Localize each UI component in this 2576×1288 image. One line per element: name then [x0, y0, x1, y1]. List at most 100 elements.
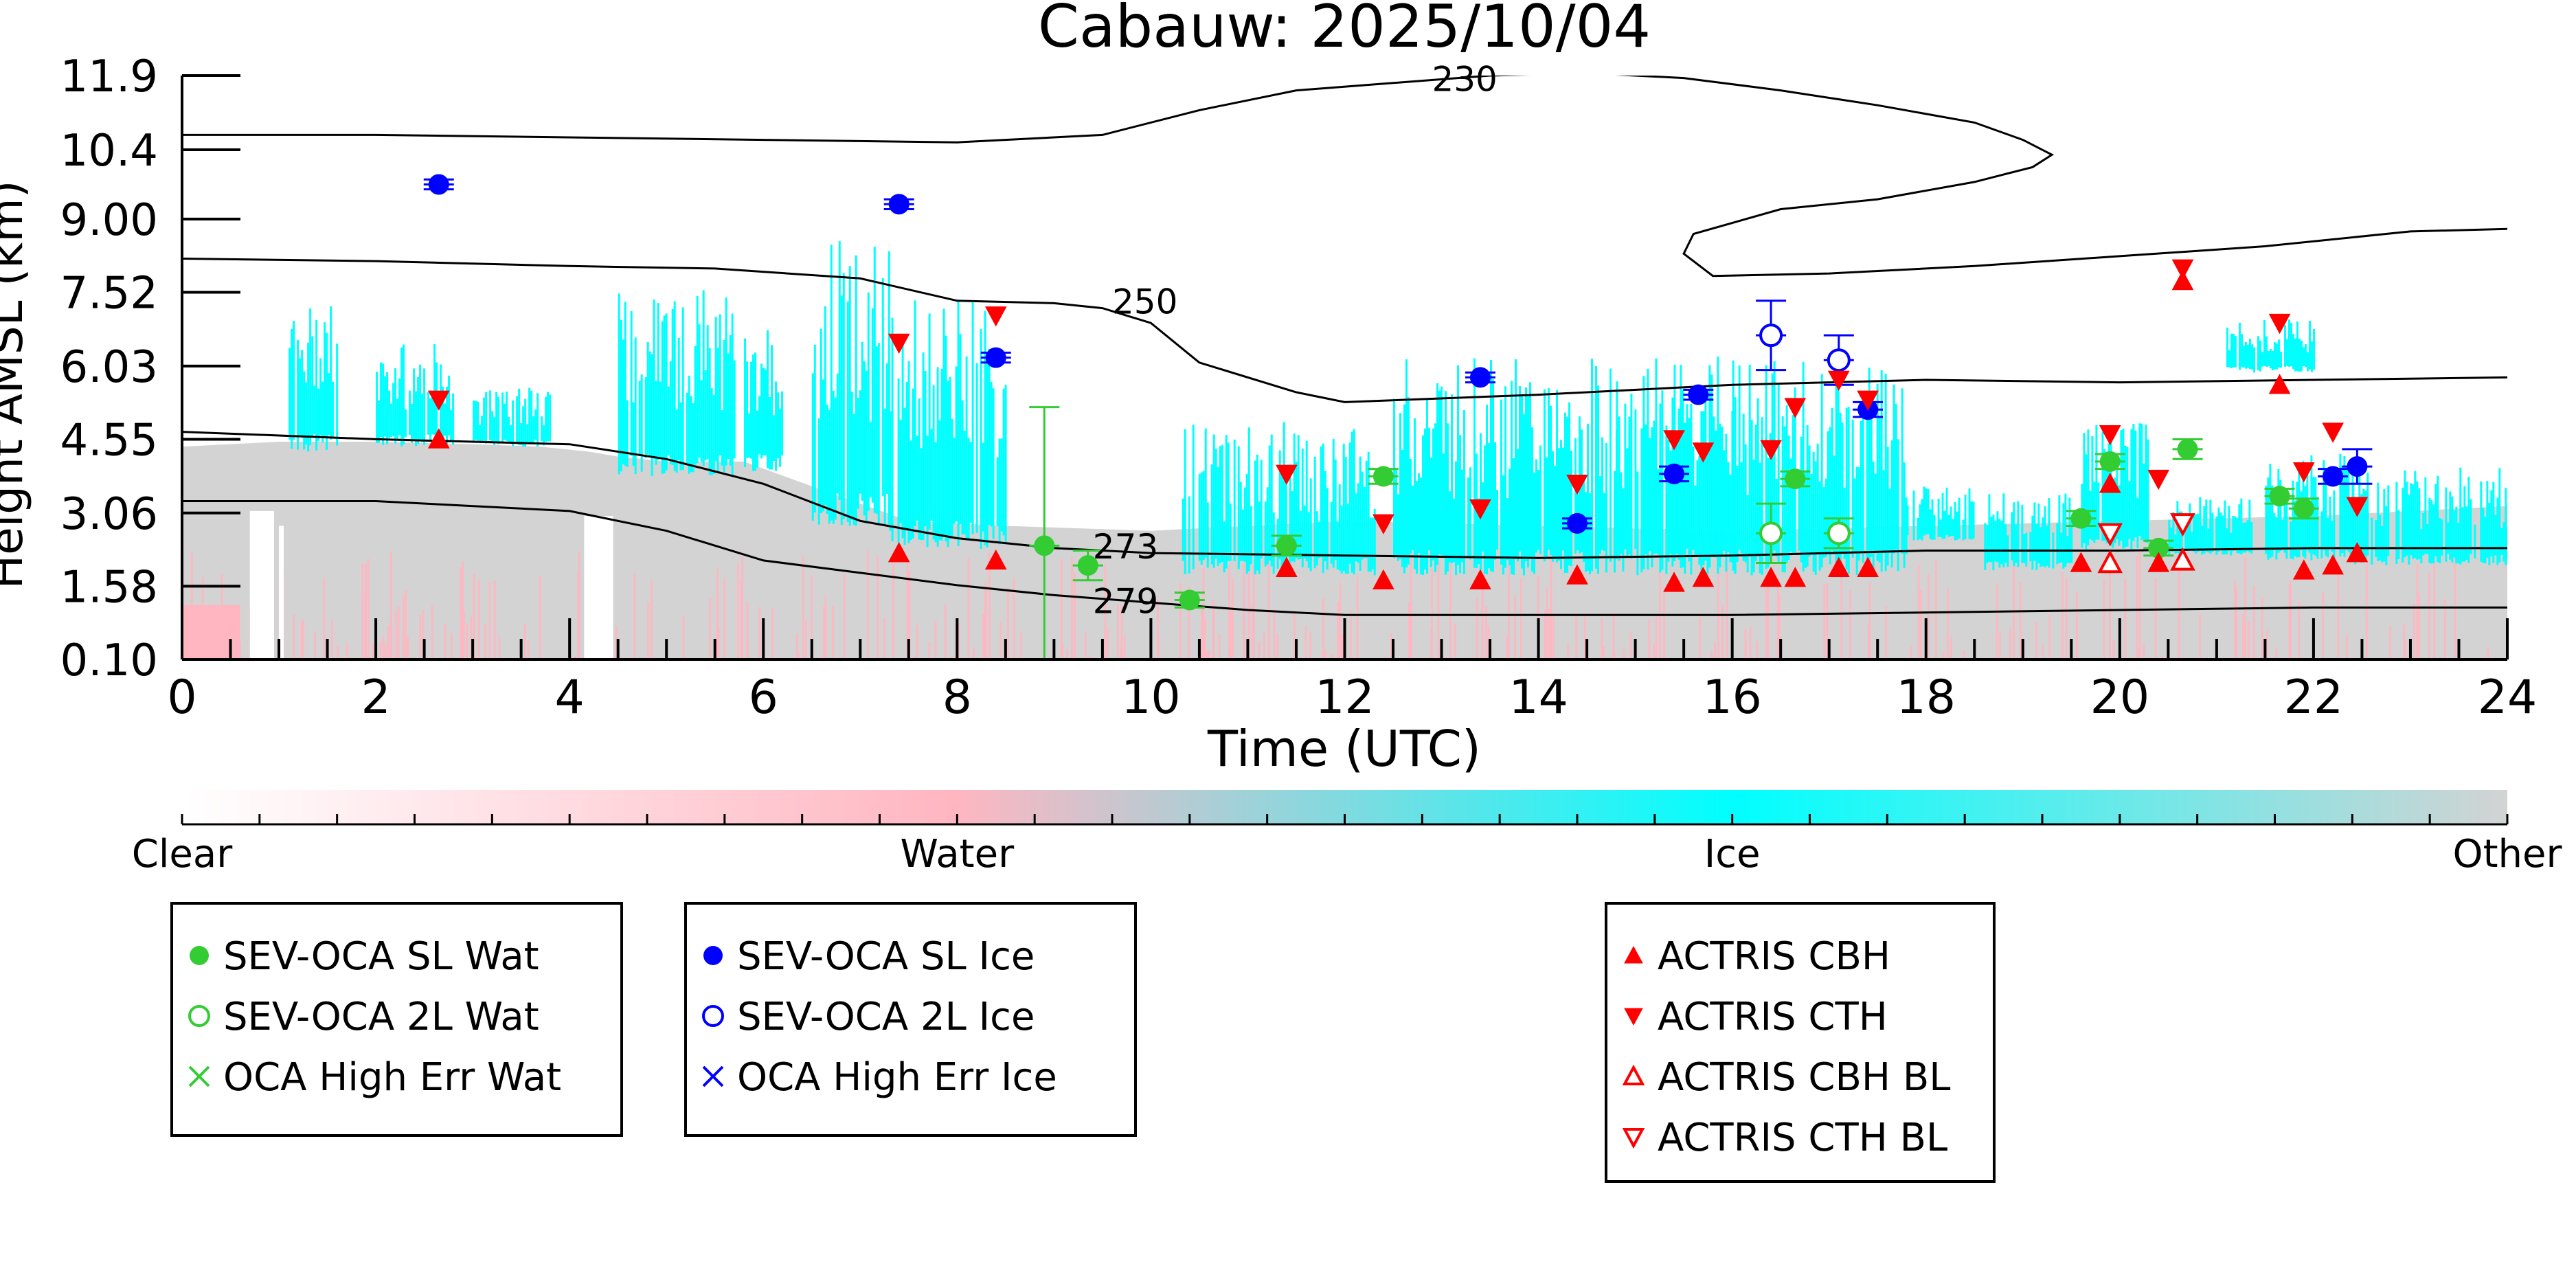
x-axis-label: Time (UTC) — [1207, 720, 1481, 778]
colorbar-label-water: Water — [901, 832, 1015, 877]
x-tick-label: 18 — [1896, 670, 1956, 725]
legend-frame — [1605, 902, 1996, 1183]
data-point — [2268, 374, 2291, 394]
legend-marker — [1624, 945, 1643, 964]
data-point — [1372, 466, 1394, 487]
x-tick-label: 24 — [2478, 670, 2538, 725]
data-point — [2099, 451, 2121, 472]
x-tick-label: 20 — [2090, 670, 2150, 725]
data-point — [1179, 589, 1200, 611]
legend-box-3: ACTRIS CBH ACTRIS CTH ACTRIS CBH BL ACTRIS … — [1605, 902, 1996, 1183]
data-point — [2268, 313, 2291, 335]
data-point — [2171, 259, 2194, 280]
data-point — [1034, 535, 1055, 556]
data-point — [427, 390, 450, 411]
series-sev-oca-sl-ice — [423, 174, 2373, 534]
data-point — [888, 333, 910, 354]
data-point — [1827, 521, 1851, 545]
data-point — [2099, 473, 2121, 493]
legend-frame — [684, 902, 1137, 1137]
legend-label: SEV-OCA 2L Ice — [737, 995, 1035, 1039]
x-tick-label: 4 — [555, 670, 585, 725]
data-point — [1077, 555, 1098, 576]
data-point — [1827, 556, 1850, 577]
data-point — [1566, 475, 1588, 495]
legend-label: SEV-OCA SL Ice — [737, 934, 1035, 979]
y-tick-label: 0.10 — [60, 635, 159, 686]
y-tick-label: 4.55 — [60, 415, 159, 466]
colorbar-label-other: Other — [2452, 832, 2562, 877]
contour-250 — [182, 258, 2507, 403]
series-sev-oca-sl-wat — [1029, 406, 2319, 659]
data-point — [2323, 466, 2344, 487]
data-point — [1759, 324, 1783, 348]
colorbar-labels: Clear Water Ice Other — [132, 832, 2563, 877]
legend-marker — [190, 946, 209, 965]
y-tick-label: 6.03 — [60, 342, 159, 393]
x-tick-label: 22 — [2284, 670, 2344, 725]
x-tick-label: 8 — [942, 670, 972, 725]
y-tick-label: 1.58 — [60, 562, 159, 613]
legend-label: ACTRIS CTH BL — [1658, 1116, 1947, 1160]
legend-marker — [703, 946, 723, 965]
data-point — [2147, 552, 2170, 572]
legend-frame — [170, 902, 623, 1137]
contour-label-279: 279 — [1093, 581, 1158, 621]
y-tick-label: 10.4 — [60, 126, 159, 177]
data-point — [2292, 559, 2315, 580]
legend-label: SEV-OCA 2L Wat — [223, 995, 539, 1039]
data-point — [1688, 384, 1709, 405]
data-point — [1785, 468, 1806, 490]
legend-label: OCA High Err Ice — [737, 1055, 1057, 1100]
legend-marker — [702, 1005, 724, 1027]
data-point — [2097, 550, 2123, 574]
data-markers — [423, 174, 2373, 659]
y-tick-label: 9.00 — [60, 195, 159, 246]
data-point — [2148, 537, 2169, 558]
series-actris-cbh-bl — [2097, 547, 2195, 574]
data-point — [2097, 523, 2123, 547]
legend-marker — [188, 1065, 210, 1087]
data-point — [1372, 569, 1394, 589]
data-point — [1759, 521, 1783, 545]
contour-label-273: 273 — [1093, 527, 1158, 567]
chart-title: Cabauw: 2025/10/04 — [1038, 0, 1651, 61]
data-point — [427, 428, 450, 449]
data-point — [2171, 269, 2194, 291]
legend-box-2: SEV-OCA SL Ice SEV-OCA 2L Ice OCA High Err… — [684, 902, 1137, 1137]
data-point — [2322, 554, 2344, 575]
y-tick-label: 7.52 — [60, 269, 159, 319]
colorbar: Clear Water Ice Other — [132, 790, 2563, 877]
data-point — [1276, 464, 1298, 485]
data-point — [1567, 512, 1588, 534]
data-point — [1827, 370, 1850, 392]
legend-label: ACTRIS CBH — [1658, 934, 1890, 979]
data-point — [2177, 438, 2198, 460]
legend-label: SEV-OCA SL Wat — [223, 934, 539, 979]
data-point — [2070, 552, 2092, 572]
data-point — [428, 174, 449, 195]
data-point — [2293, 498, 2314, 519]
data-point — [2346, 497, 2369, 517]
legend-marker — [702, 1065, 724, 1087]
data-point — [1857, 556, 1879, 577]
clear-gaps — [249, 510, 613, 659]
contour-230 — [182, 76, 2507, 278]
legend-box-1: SEV-OCA SL Wat SEV-OCA 2L Wat OCA High Err… — [170, 902, 623, 1137]
contour-labels: 230 250 273 279 — [1093, 59, 1498, 621]
series-actris-cth-bl — [2097, 513, 2195, 547]
y-tick-label: 11.9 — [60, 52, 159, 102]
x-tick-label: 6 — [749, 670, 778, 725]
data-point — [1663, 572, 1685, 592]
data-point — [985, 347, 1006, 368]
data-point — [2322, 422, 2344, 443]
contour-label-230: 230 — [1432, 59, 1497, 99]
x-tick-label: 0 — [167, 670, 196, 725]
data-point — [2292, 462, 2315, 483]
legend-label: OCA High Err Wat — [223, 1055, 561, 1100]
legend-label: ACTRIS CBH BL — [1658, 1055, 1950, 1100]
data-point — [1276, 535, 1297, 556]
x-tick-label: 16 — [1702, 670, 1762, 725]
legend-label: ACTRIS CTH — [1658, 995, 1888, 1039]
